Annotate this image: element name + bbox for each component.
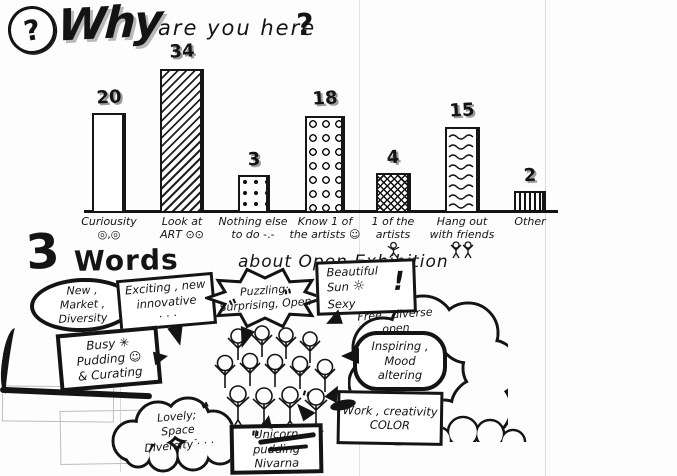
crowd-of-stick-figures xyxy=(214,325,336,433)
category-label: Nothing else to do -.- xyxy=(218,215,288,242)
exclamation-mark-doodle: ! xyxy=(392,266,406,298)
bar-value: 18 xyxy=(311,87,339,110)
smiley-face-icon: ☺ xyxy=(128,348,142,364)
spiral-eyes-icon: ◎,◎ xyxy=(97,228,121,242)
cloud-text-lovely-space-diversity: Lovely; Space Diversity · · · xyxy=(143,408,215,455)
section-word: Words xyxy=(73,243,179,278)
bar-nothing-else xyxy=(238,175,270,211)
wavy-lines-pattern xyxy=(448,134,474,209)
question-mark: ? xyxy=(21,12,43,48)
bar-value: 20 xyxy=(95,86,123,109)
title-are-you-here: are you here xyxy=(158,16,317,40)
smiley-icon: ☺ xyxy=(349,228,361,242)
category-label: Look at ART ⊙⊙ xyxy=(160,215,204,242)
speech-bubble-inspiring-mood-altering: Inspiring , Mood altering xyxy=(353,331,447,391)
bar-other xyxy=(514,191,546,211)
category-label: Know 1 of the artists ☺ xyxy=(289,215,361,242)
bar-know-artist xyxy=(305,116,345,211)
title-question-mark: ? xyxy=(296,8,314,43)
bubble-tail xyxy=(338,348,359,364)
paper-fold-line xyxy=(359,0,360,476)
bubble-tail xyxy=(167,324,189,351)
paper-fold-line xyxy=(545,0,546,476)
two-stick-figures-icon xyxy=(450,241,474,259)
cloud-outline xyxy=(418,415,528,457)
bubble-tail xyxy=(152,348,173,366)
glasses-icon: ⊙⊙ xyxy=(185,228,204,242)
speech-bubble-puzzling-surprising-open: Puzzling; Surprising, Open xyxy=(205,266,325,330)
title-why: Why xyxy=(56,0,163,52)
bar-am-artist xyxy=(376,173,411,211)
category-label: 1 of the artists xyxy=(348,215,438,263)
speech-bubble-busy-pudding-curating: Busy ✳ Pudding ☺ & Curating xyxy=(55,325,163,393)
bar-curiousity xyxy=(92,113,126,211)
x-axis-line xyxy=(84,210,558,213)
speech-bubble-work-creativity-color: Work , creativity COLOR xyxy=(336,390,444,446)
bar-value: 2 xyxy=(523,164,537,187)
bar-value: 34 xyxy=(168,40,196,63)
bar-value: 15 xyxy=(448,99,476,122)
category-label: Hang out with friends xyxy=(417,215,507,263)
bar-value: 4 xyxy=(386,146,400,169)
starburst-outline xyxy=(205,267,325,329)
section-number: 3 xyxy=(24,222,62,282)
category-label: Curiousity ◎,◎ xyxy=(81,215,137,242)
bar-hang-out xyxy=(445,127,480,211)
bar-value: 3 xyxy=(247,148,261,171)
question-mark-badge-icon: ? xyxy=(4,2,60,58)
category-label: Other xyxy=(514,215,546,228)
speech-bubble-exciting-new-innovative: Exciting , new innovative · · · xyxy=(115,271,218,333)
bee-scribble-icon: ✳ xyxy=(118,334,130,350)
dancing-stick-figure-icon xyxy=(387,242,399,259)
bar-look-at-art xyxy=(160,69,204,211)
sun-doodle-icon: ☼ xyxy=(352,278,366,295)
bored-face-icon: -.- xyxy=(263,228,275,242)
